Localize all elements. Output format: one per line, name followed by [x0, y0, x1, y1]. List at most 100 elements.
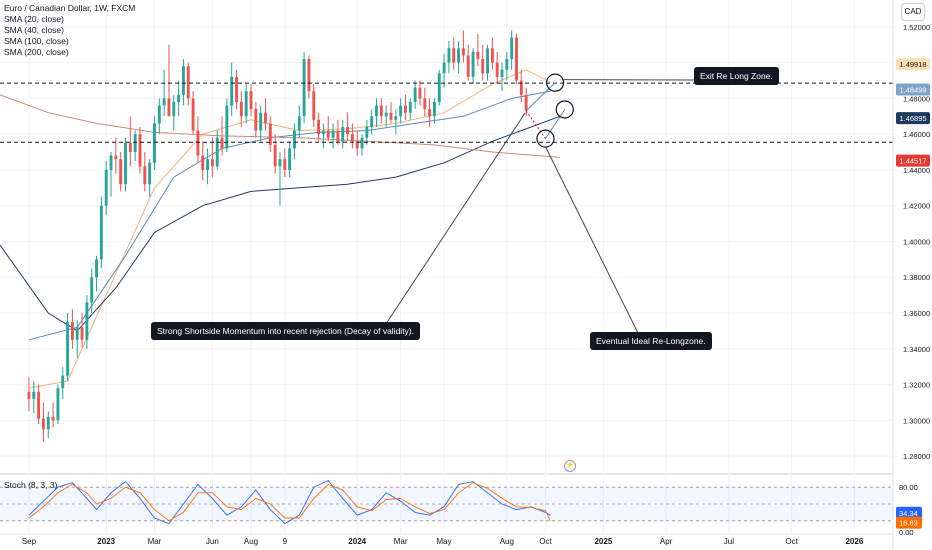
candle-body: [307, 59, 311, 92]
x-tick-label: 2024: [348, 537, 366, 546]
price-tag-label: 1.46895: [899, 114, 926, 123]
y-tick-label: 1.40000: [903, 237, 930, 246]
candle-body: [119, 159, 123, 185]
y-tick-label: 1.32000: [903, 381, 930, 390]
candle-body: [442, 62, 446, 74]
x-tick-label: 2025: [594, 537, 612, 546]
y-tick-label: 1.52000: [903, 23, 930, 32]
candle-body: [321, 130, 325, 135]
price-tag: [896, 112, 930, 125]
y-tick-label: 1.34000: [903, 345, 930, 354]
candle-body: [186, 66, 190, 99]
relong-pointer: [545, 146, 639, 334]
candle-body: [201, 155, 205, 170]
candle-body: [162, 98, 166, 106]
sma-line-3: [0, 115, 561, 332]
candle-body: [143, 166, 147, 185]
candle-body: [293, 130, 296, 149]
candle-body: [75, 327, 79, 340]
candle-body: [133, 134, 137, 153]
candle-body: [210, 159, 214, 167]
relong-zone-note: Eventual Ideal Re-Longzone.: [590, 332, 712, 350]
grid: [0, 0, 932, 535]
chart-legend: Euro / Canadian Dollar, 1W, FXCM SMA (20…: [4, 3, 135, 58]
lightning-icon[interactable]: ⚡: [564, 460, 576, 472]
candle-body: [495, 62, 499, 77]
y-tick-label: 1.38000: [903, 273, 930, 282]
candle-body: [196, 130, 200, 156]
candle-body: [375, 105, 378, 117]
candle-body: [56, 388, 60, 421]
stoch-title[interactable]: Stoch (8, 3, 3): [4, 480, 58, 490]
candle-body: [177, 94, 181, 102]
candle-body: [399, 105, 403, 117]
candle-body: [235, 76, 238, 102]
price-tag: [896, 58, 930, 71]
candle-body: [85, 302, 89, 340]
candle-body: [259, 112, 263, 131]
price-tag-label: 1.49918: [899, 60, 926, 69]
candle-body: [481, 59, 485, 74]
candle-body: [244, 91, 248, 117]
candle-body: [128, 143, 132, 153]
candle-body: [413, 87, 417, 102]
price-tag: [896, 83, 930, 96]
candle-body: [404, 105, 407, 113]
candle-body: [124, 143, 127, 185]
candle-body: [148, 162, 152, 185]
candle-body: [32, 391, 36, 399]
stoch-d-line: [28, 482, 551, 522]
candle-body: [80, 327, 84, 340]
candle-body: [114, 155, 118, 160]
projection-down: [525, 110, 546, 139]
sma-line-1: [28, 69, 551, 389]
candle-body: [172, 101, 176, 117]
candle-body: [408, 101, 412, 113]
candle-body: [37, 391, 41, 419]
candle-body: [312, 91, 316, 120]
x-tick-label: Apr: [660, 537, 673, 546]
candle-body: [225, 105, 229, 149]
candle-body: [471, 51, 475, 77]
x-tick-label: Oct: [539, 537, 552, 546]
time-axis[interactable]: Sep 2023 Mar Jun Aug 9 2024 Mar May Aug Oct 2025 Apr…: [22, 537, 864, 546]
legend-sma-100[interactable]: SMA (100, close): [4, 36, 69, 46]
legend-sma-200[interactable]: SMA (200, close): [4, 47, 69, 57]
candle-body: [447, 48, 451, 63]
candle-body: [215, 137, 219, 167]
candle-body: [27, 391, 31, 399]
stoch-tag-label: 80.00: [899, 483, 918, 492]
x-tick-label: Mar: [148, 537, 162, 546]
candle-body: [519, 80, 523, 95]
price-axis[interactable]: 1.28000 1.30000 1.32000 1.34000 1.36000 1.380…: [892, 0, 932, 550]
candle-body: [191, 98, 195, 131]
candle-body: [302, 59, 306, 117]
momentum-note: Strong Shortside Momentum into recent re…: [151, 322, 421, 340]
candle-body: [500, 69, 504, 77]
currency-badge[interactable]: CAD: [901, 3, 925, 21]
candle-body: [157, 105, 161, 124]
candle-body: [206, 159, 210, 170]
stoch-tag: [896, 516, 922, 529]
legend-sma-40[interactable]: SMA (40, close): [4, 25, 64, 35]
candle-body: [317, 119, 321, 135]
candle-body: [355, 141, 359, 149]
candle-body: [273, 144, 277, 167]
candle-body: [239, 101, 243, 117]
x-tick-label: Aug: [500, 537, 514, 546]
candle-body: [350, 134, 354, 142]
y-tick-label: 1.42000: [903, 202, 930, 211]
stoch-tag-label: 16.83: [899, 519, 918, 528]
candle-body: [341, 126, 345, 142]
candle-body: [90, 277, 94, 303]
y-tick-label: 1.48000: [903, 94, 930, 103]
legend-sma-20[interactable]: SMA (20, close): [4, 14, 64, 24]
x-tick-label: 2023: [97, 537, 115, 546]
mid-circle: [555, 100, 574, 119]
candle-body: [360, 137, 364, 149]
projection-up: [545, 109, 566, 139]
x-tick-label: Sep: [22, 537, 37, 546]
candle-body: [379, 105, 383, 117]
y-tick-label: 1.44000: [903, 166, 930, 175]
